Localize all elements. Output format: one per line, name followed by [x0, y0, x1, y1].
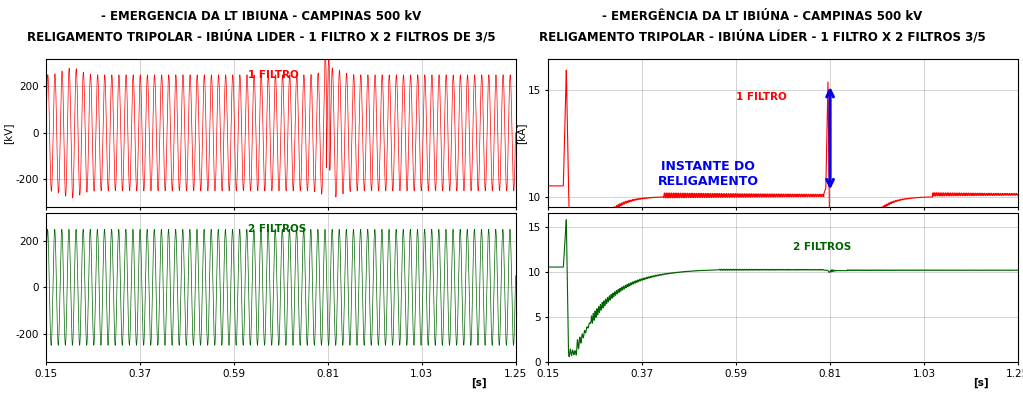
- Text: 2 FILTROS: 2 FILTROS: [248, 224, 306, 234]
- Text: RELIGAMENTO TRIPOLAR - IBIÚNA LIDER - 1 FILTRO X 2 FILTROS DE 3/5: RELIGAMENTO TRIPOLAR - IBIÚNA LIDER - 1 …: [27, 30, 495, 44]
- Text: [s]: [s]: [973, 377, 989, 387]
- Text: INSTANTE DO
RELIGAMENTO: INSTANTE DO RELIGAMENTO: [658, 160, 758, 188]
- Text: 1 FILTRO: 1 FILTRO: [737, 92, 787, 102]
- Text: [s]: [s]: [471, 377, 487, 387]
- Text: RELIGAMENTO TRIPOLAR - IBIÚNA LÍDER - 1 FILTRO X 2 FILTROS 3/5: RELIGAMENTO TRIPOLAR - IBIÚNA LÍDER - 1 …: [539, 30, 985, 44]
- Text: - EMERGÊNCIA DA LT IBIÚNA - CAMPINAS 500 kV: - EMERGÊNCIA DA LT IBIÚNA - CAMPINAS 500…: [602, 10, 923, 23]
- Text: - EMERGENCIA DA LT IBIUNA - CAMPINAS 500 kV: - EMERGENCIA DA LT IBIUNA - CAMPINAS 500…: [100, 10, 421, 23]
- Text: 1 FILTRO: 1 FILTRO: [248, 70, 299, 80]
- Y-axis label: [kA]: [kA]: [517, 122, 526, 143]
- Y-axis label: [kV]: [kV]: [4, 122, 13, 143]
- Text: 2 FILTROS: 2 FILTROS: [793, 242, 851, 252]
